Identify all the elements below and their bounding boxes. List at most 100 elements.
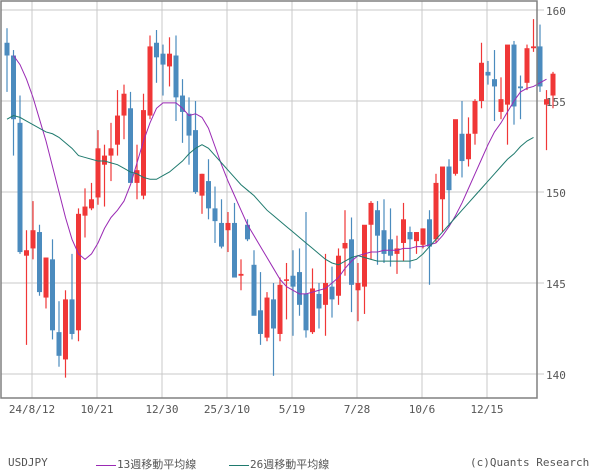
- candle: [284, 279, 289, 281]
- candle: [277, 284, 283, 334]
- candle: [446, 166, 452, 191]
- candle: [498, 99, 504, 112]
- y-axis-labels: 140 145 150 155 160: [546, 5, 566, 382]
- ma-line: [6, 115, 534, 266]
- candle: [316, 293, 322, 309]
- candle: [56, 332, 62, 356]
- candle: [212, 208, 218, 222]
- candle: [323, 283, 328, 305]
- candle: [11, 55, 16, 120]
- candle: [310, 288, 315, 333]
- candle: [420, 228, 426, 245]
- candle: [329, 286, 335, 300]
- candle: [245, 224, 250, 240]
- candle: [147, 46, 153, 116]
- candle: [394, 248, 400, 254]
- x-tick-label: 12/15: [470, 403, 503, 416]
- candle: [466, 133, 471, 160]
- candle: [108, 148, 114, 156]
- x-tick-label: 10/6: [409, 403, 436, 416]
- candle: [342, 242, 348, 249]
- x-axis-labels: 24/8/12 10/21 12/30 25/3/10 5/19 7/28 10/6 12/1…: [9, 403, 504, 416]
- candle: [485, 71, 491, 76]
- candle: [375, 210, 380, 236]
- candle: [459, 133, 465, 162]
- candle: [401, 219, 406, 243]
- candle: [128, 108, 133, 183]
- candle: [167, 53, 172, 67]
- candle: [453, 119, 458, 174]
- candle: [440, 166, 445, 200]
- candle: [407, 232, 413, 240]
- candle: [264, 297, 270, 338]
- candle: [102, 155, 107, 165]
- candle: [368, 202, 374, 225]
- candle: [550, 73, 556, 96]
- candle: [251, 264, 257, 316]
- candle: [193, 130, 198, 192]
- x-tick-label: 10/21: [80, 403, 113, 416]
- x-tick-label: 7/28: [344, 403, 371, 416]
- candle: [24, 250, 29, 256]
- ma26-swatch: [229, 464, 249, 466]
- candle: [121, 93, 127, 116]
- symbol-label: USDJPY: [8, 456, 48, 469]
- legend-ma13-label: 13週移動平均線: [117, 458, 197, 471]
- candle: [199, 173, 205, 196]
- candle: [414, 232, 419, 242]
- candle: [290, 275, 296, 287]
- candle: [362, 224, 367, 287]
- candle: [141, 110, 146, 196]
- candle: [115, 115, 120, 145]
- y-tick-label: 155: [546, 96, 566, 109]
- ma-line: [13, 55, 547, 295]
- x-tick-label: 24/8/12: [9, 403, 55, 416]
- candle: [89, 199, 94, 209]
- candle: [232, 222, 237, 278]
- x-tick-label: 12/30: [145, 403, 178, 416]
- candle: [4, 42, 10, 56]
- candle: [186, 113, 192, 136]
- candle: [355, 283, 361, 291]
- candle: [433, 182, 439, 240]
- candle: [303, 293, 309, 331]
- y-tick-label: 150: [546, 187, 566, 200]
- x-tick-label: 25/3/10: [204, 403, 250, 416]
- candle: [492, 79, 497, 87]
- legend-ma13: 13週移動平均線: [96, 456, 196, 472]
- candle: [349, 239, 354, 285]
- candle: [50, 259, 55, 331]
- candle: [219, 222, 224, 247]
- candle: [388, 239, 393, 256]
- plot-frame: [0, 0, 538, 399]
- candle: [95, 148, 101, 198]
- candle: [537, 46, 543, 87]
- candle: [381, 230, 387, 254]
- ma13-swatch: [96, 464, 116, 466]
- moving-averages: [6, 55, 547, 295]
- candle: [544, 99, 549, 105]
- candle: [258, 310, 263, 334]
- y-tick-label: 160: [546, 5, 566, 18]
- y-tick-label: 140: [546, 369, 566, 382]
- candle: [134, 170, 140, 183]
- candle: [336, 255, 341, 296]
- candle: [43, 257, 49, 298]
- candle: [472, 101, 478, 134]
- candle: [505, 44, 510, 105]
- legend-ma26: 26週移動平均線: [229, 456, 329, 472]
- copyright-credit: (c)Quants Research: [470, 456, 590, 469]
- grid-lines: [1, 1, 544, 398]
- candle: [531, 46, 536, 49]
- candle: [180, 95, 185, 112]
- candle: [297, 272, 302, 305]
- candle: [518, 86, 523, 89]
- candle: [76, 213, 81, 331]
- y-tick-label: 145: [546, 278, 566, 291]
- candle: [37, 232, 42, 293]
- candle: [479, 62, 484, 101]
- legend-ma26-label: 26週移動平均線: [250, 458, 330, 471]
- candle: [206, 181, 211, 209]
- candle: [82, 206, 88, 216]
- candle: [173, 55, 179, 98]
